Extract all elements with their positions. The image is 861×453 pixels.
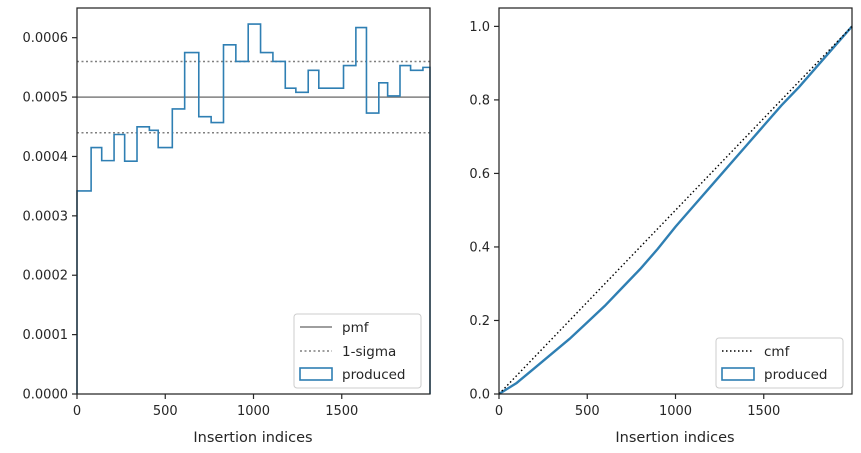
produced-cdf-line [498, 25, 853, 396]
cdf-axes: 0 500 1000 1500 0.0 0.2 0.4 0.6 0.8 1.0 [469, 20, 780, 419]
legend-pmf-label: pmf [342, 320, 370, 336]
cdf-xtick-label: 0 [495, 404, 503, 419]
histogram-xlabel: Insertion indices [193, 430, 312, 446]
cdf-plot-area [498, 25, 853, 396]
cdf-ytick-label: 0.0 [469, 388, 490, 403]
cdf-xtick-label: 1500 [747, 404, 780, 419]
histogram-xtick-label: 0 [73, 404, 81, 419]
histogram-axes: 0 500 1000 1500 0.0000 0.0001 0.0002 0.0003 0.00… [23, 31, 359, 419]
histogram-xtick-label: 500 [153, 404, 178, 419]
cmf-line [498, 25, 853, 395]
cdf-xtick-label: 500 [575, 404, 600, 419]
histogram-xtick-label: 1000 [237, 404, 270, 419]
cdf-legend-box [715, 337, 844, 389]
legend-sigma-label: 1-sigma [342, 344, 396, 360]
legend-produced-label-right: produced [764, 367, 828, 383]
histogram-legend: pmf 1-sigma produced [293, 313, 422, 389]
cdf-ytick-label: 0.2 [469, 314, 490, 329]
histogram-legend-box [293, 313, 422, 389]
histogram-panel: 0 500 1000 1500 0.0000 0.0001 0.0002 0.0003 0.00… [23, 7, 431, 446]
legend-cmf-label: cmf [764, 344, 791, 360]
histogram-ytick-label: 0.0004 [23, 150, 69, 165]
histogram-ytick-label: 0.0000 [23, 388, 69, 403]
cdf-frame [498, 7, 853, 395]
cdf-ytick-label: 0.8 [469, 93, 490, 108]
histogram-ytick-label: 0.0001 [23, 328, 69, 343]
cdf-panel: 0 500 1000 1500 0.0 0.2 0.4 0.6 0.8 1.0 Insertion… [469, 7, 853, 446]
legend-produced-label: produced [342, 367, 406, 383]
produced-histogram-step [76, 23, 431, 394]
histogram-ytick-label: 0.0006 [23, 31, 69, 46]
cdf-ytick-label: 0.4 [469, 240, 490, 255]
legend-produced-swatch-right [721, 367, 755, 381]
cdf-ytick-label: 1.0 [469, 20, 490, 35]
histogram-xtick-label: 1500 [325, 404, 358, 419]
histogram-ytick-label: 0.0005 [23, 91, 69, 106]
cdf-legend: cmf produced [715, 337, 844, 389]
histogram-plot-area [76, 23, 431, 394]
histogram-ytick-label: 0.0002 [23, 269, 69, 284]
legend-produced-swatch [299, 367, 333, 381]
cdf-xlabel: Insertion indices [615, 430, 734, 446]
cdf-ytick-label: 0.6 [469, 167, 490, 182]
cdf-xtick-label: 1000 [659, 404, 692, 419]
histogram-ytick-label: 0.0003 [23, 209, 69, 224]
